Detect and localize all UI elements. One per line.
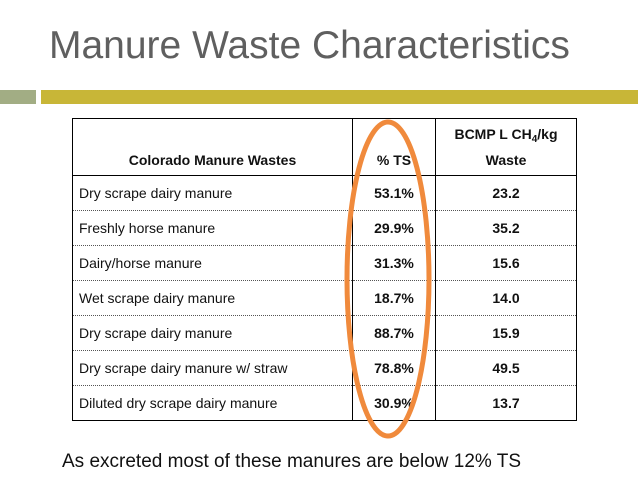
- row-name: Dry scrape dairy manure w/ straw: [72, 350, 353, 386]
- table-row: Diluted dry scrape dairy manure 30.9% 13…: [72, 385, 577, 421]
- header-percent-ts: % TS: [352, 118, 436, 176]
- row-name: Dry scrape dairy manure: [72, 175, 353, 211]
- row-bcmp: 35.2: [435, 210, 577, 246]
- row-bcmp: 15.9: [435, 315, 577, 351]
- row-ts: 18.7%: [352, 280, 436, 316]
- header-bcmp-suffix: /kg Waste: [485, 126, 558, 168]
- header-bcmp: BCMP L CH4/kg Waste: [435, 118, 577, 176]
- manure-table: Colorado Manure Wastes % TS BCMP L CH4/k…: [72, 118, 577, 421]
- row-bcmp: 23.2: [435, 175, 577, 211]
- table-row: Wet scrape dairy manure 18.7% 14.0: [72, 280, 577, 316]
- header-bcmp-prefix: BCMP L CH: [454, 126, 532, 142]
- header-manure-wastes: Colorado Manure Wastes: [72, 118, 353, 176]
- slide-title: Manure Waste Characteristics: [49, 24, 570, 67]
- table-row: Freshly horse manure 29.9% 35.2: [72, 210, 577, 246]
- row-ts: 30.9%: [352, 385, 436, 421]
- title-accent-bar-left: [0, 90, 36, 104]
- title-accent-bar-right: [41, 90, 638, 104]
- row-name: Diluted dry scrape dairy manure: [72, 385, 353, 421]
- table-row: Dry scrape dairy manure w/ straw 78.8% 4…: [72, 350, 577, 386]
- row-bcmp: 14.0: [435, 280, 577, 316]
- row-name: Wet scrape dairy manure: [72, 280, 353, 316]
- row-ts: 88.7%: [352, 315, 436, 351]
- row-ts: 78.8%: [352, 350, 436, 386]
- row-name: Dry scrape dairy manure: [72, 315, 353, 351]
- slide-caption: As excreted most of these manures are be…: [62, 451, 522, 472]
- row-bcmp: 13.7: [435, 385, 577, 421]
- row-ts: 29.9%: [352, 210, 436, 246]
- row-ts: 31.3%: [352, 245, 436, 281]
- header-bcmp-subscript: 4: [531, 134, 538, 145]
- table-row: Dry scrape dairy manure 53.1% 23.2: [72, 175, 577, 211]
- row-bcmp: 15.6: [435, 245, 577, 281]
- table-row: Dairy/horse manure 31.3% 15.6: [72, 245, 577, 281]
- row-bcmp: 49.5: [435, 350, 577, 386]
- row-name: Dairy/horse manure: [72, 245, 353, 281]
- table-row: Dry scrape dairy manure 88.7% 15.9: [72, 315, 577, 351]
- row-ts: 53.1%: [352, 175, 436, 211]
- table-header-row: Colorado Manure Wastes % TS BCMP L CH4/k…: [72, 118, 577, 176]
- row-name: Freshly horse manure: [72, 210, 353, 246]
